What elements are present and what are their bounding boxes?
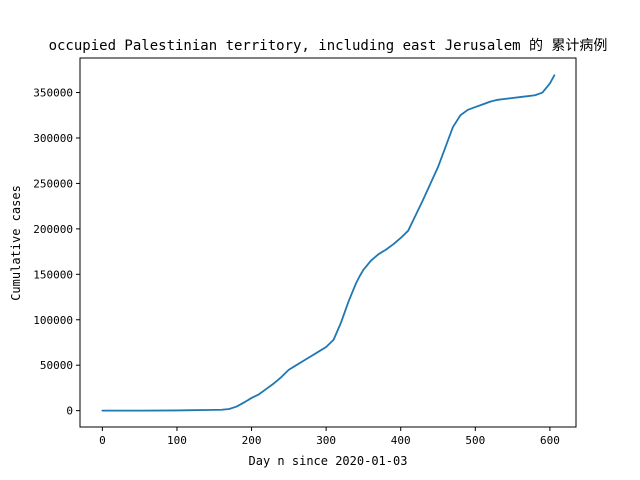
plot-frame — [79, 57, 577, 428]
x-tick-label: 600 — [540, 434, 560, 447]
x-tick-label: 400 — [391, 434, 411, 447]
chart-title: occupied Palestinian territory, includin… — [49, 38, 608, 54]
y-tick-label: 300000 — [33, 132, 73, 145]
y-axis-label: Cumulative cases — [9, 185, 23, 301]
y-axis-ticks: 0 50000 100000 150000 200000 250000 300000 3500… — [33, 87, 80, 418]
plot-area — [101, 74, 556, 412]
y-tick-label: 0 — [66, 405, 73, 418]
x-tick-label: 100 — [167, 434, 187, 447]
x-tick-label: 200 — [242, 434, 262, 447]
y-tick-label: 350000 — [33, 87, 73, 100]
x-tick-label: 500 — [465, 434, 485, 447]
y-tick-label: 50000 — [40, 359, 73, 372]
x-axis-label: Day n since 2020-01-03 — [249, 454, 408, 468]
y-tick-label: 250000 — [33, 177, 73, 190]
y-tick-label: 100000 — [33, 314, 73, 327]
y-tick-label: 150000 — [33, 268, 73, 281]
x-tick-label: 300 — [316, 434, 336, 447]
series-line — [101, 74, 556, 412]
x-axis-ticks: 0 100 200 300 400 500 600 — [99, 427, 560, 447]
y-tick-label: 200000 — [33, 223, 73, 236]
x-tick-label: 0 — [99, 434, 106, 447]
